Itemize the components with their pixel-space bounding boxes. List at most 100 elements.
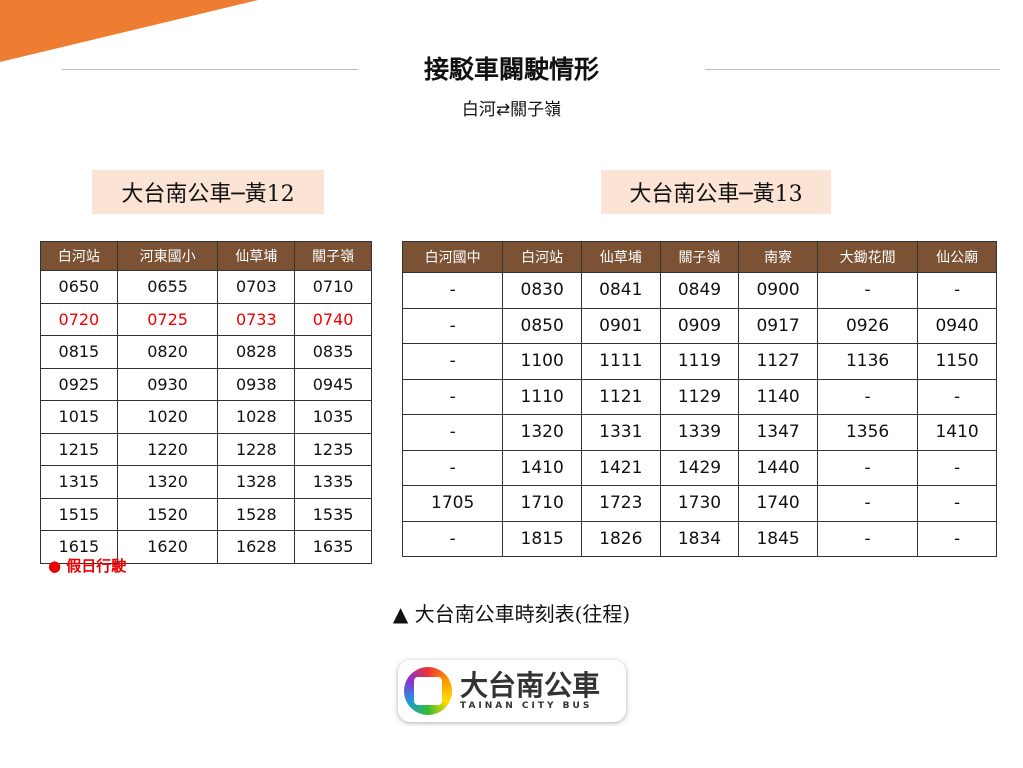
table-cell: 1440 xyxy=(738,449,818,486)
route13-label: 大台南公車─黃13 xyxy=(601,170,831,214)
corner-decoration xyxy=(0,0,258,62)
table-cell: 1235 xyxy=(294,432,372,466)
table-row: -1410 1421 1429 1440- - xyxy=(401,449,997,486)
table-cell: 0720 xyxy=(40,302,118,336)
table-cell: 1620 xyxy=(116,530,219,564)
bus-logo-icon xyxy=(404,667,452,715)
table-cell: - xyxy=(917,449,997,486)
table-cell: 1410 xyxy=(917,414,997,451)
table-cell: 1140 xyxy=(738,378,818,415)
table-cell: 1150 xyxy=(917,343,997,380)
table-cell: - xyxy=(401,520,504,557)
table-cell: 1740 xyxy=(738,485,818,522)
table-row: 0925 0930 0938 0945 xyxy=(40,367,372,401)
column-header: 白河站 xyxy=(40,241,118,271)
table-cell: - xyxy=(401,378,504,415)
table-cell: - xyxy=(401,343,504,380)
column-header: 關子嶺 xyxy=(294,241,372,271)
table-cell: 0815 xyxy=(40,335,118,369)
column-header: 白河國中 xyxy=(401,241,504,273)
table-cell: 0900 xyxy=(738,272,818,309)
column-header: 仙公廟 xyxy=(917,241,997,273)
table-cell: 1635 xyxy=(294,530,372,564)
column-header: 河東國小 xyxy=(116,241,219,271)
table-cell: - xyxy=(401,272,504,309)
table-row: 1705 1710 1723 1730 1740- - xyxy=(401,485,997,522)
table-cell: 1228 xyxy=(217,432,296,466)
table-row: 1315 1320 1328 1335 xyxy=(40,465,372,499)
table-cell: 1710 xyxy=(502,485,582,522)
table-cell: 1129 xyxy=(659,378,740,415)
table-cell: - xyxy=(816,485,919,522)
table-row: 0650 0655 0703 0710 xyxy=(40,270,372,304)
table-cell: 1834 xyxy=(659,520,740,557)
column-header: 仙草埔 xyxy=(217,241,296,271)
table-cell: 1315 xyxy=(40,465,118,499)
column-header: 白河站 xyxy=(502,241,582,273)
table-row: 0720 0725 0733 0740 xyxy=(40,302,372,336)
table-cell: 0830 xyxy=(502,272,582,309)
route12-timetable: 白河站 河東國小 仙草埔 關子嶺 0650 0655 0703 0710 0720 0725 073… xyxy=(40,241,372,564)
table-cell: 1520 xyxy=(116,497,219,531)
table-cell: 1028 xyxy=(217,400,296,434)
column-header: 大鋤花間 xyxy=(816,241,919,273)
table-cell: - xyxy=(401,414,504,451)
table-cell: 0835 xyxy=(294,335,372,369)
header-row: 白河國中 白河站 仙草埔 關子嶺 南寮 大鋤花間 仙公廟 xyxy=(401,241,997,273)
table-cell: - xyxy=(401,307,504,344)
logo-sub-text: TAINAN CITY BUS xyxy=(460,701,593,711)
table-cell: 0710 xyxy=(294,270,372,304)
route12-label: 大台南公車─黃12 xyxy=(92,170,324,214)
table-cell: 0940 xyxy=(917,307,997,344)
column-header: 仙草埔 xyxy=(580,241,661,273)
table-cell: 1100 xyxy=(502,343,582,380)
table-cell: 0917 xyxy=(738,307,818,344)
table-cell: 1127 xyxy=(738,343,818,380)
tainan-city-bus-logo: 大台南公車 TAINAN CITY BUS xyxy=(398,660,626,722)
table-row: -1100 1111 1119 1127 1136 1150 xyxy=(401,343,997,380)
table-cell: 1320 xyxy=(116,465,219,499)
table-cell: 0655 xyxy=(116,270,219,304)
table-cell: 1121 xyxy=(580,378,661,415)
table-cell: 1331 xyxy=(580,414,661,451)
table-cell: 1215 xyxy=(40,432,118,466)
table-cell: 1339 xyxy=(659,414,740,451)
column-header: 南寮 xyxy=(738,241,818,273)
table-cell: 0938 xyxy=(217,367,296,401)
table-cell: 1410 xyxy=(502,449,582,486)
table-cell: - xyxy=(816,272,919,309)
table-cell: 0945 xyxy=(294,367,372,401)
table-cell: - xyxy=(917,378,997,415)
table-row: 1515 1520 1528 1535 xyxy=(40,497,372,531)
table-cell: 0925 xyxy=(40,367,118,401)
table-cell: 1111 xyxy=(580,343,661,380)
page-subtitle: 白河⇄關子嶺 xyxy=(461,100,562,120)
divider-right xyxy=(705,69,1000,70)
table-cell: - xyxy=(816,378,919,415)
table-cell: 1015 xyxy=(40,400,118,434)
table-cell: 0740 xyxy=(294,302,372,336)
table-cell: 1429 xyxy=(659,449,740,486)
table-row: -1815 1826 1834 1845- - xyxy=(401,520,997,557)
table-cell: 1815 xyxy=(502,520,582,557)
table-cell: 1335 xyxy=(294,465,372,499)
table-cell: 1110 xyxy=(502,378,582,415)
table-cell: 1328 xyxy=(217,465,296,499)
table-cell: 0850 xyxy=(502,307,582,344)
table-cell: 1615 xyxy=(40,530,118,564)
table-cell: - xyxy=(816,449,919,486)
table-cell: - xyxy=(917,485,997,522)
table-cell: 1421 xyxy=(580,449,661,486)
header-row: 白河站 河東國小 仙草埔 關子嶺 xyxy=(40,241,372,271)
table-cell: 1035 xyxy=(294,400,372,434)
table-cell: 1628 xyxy=(217,530,296,564)
table-row: -1320 1331 1339 1347 1356 1410 xyxy=(401,414,997,451)
table-row: 1215 1220 1228 1235 xyxy=(40,432,372,466)
table-cell: 0703 xyxy=(217,270,296,304)
table-cell: 1136 xyxy=(816,343,919,380)
table-cell: 1723 xyxy=(580,485,661,522)
logo-main-text: 大台南公車 xyxy=(460,669,601,702)
table-cell: 0909 xyxy=(659,307,740,344)
route13-timetable: 白河國中 白河站 仙草埔 關子嶺 南寮 大鋤花間 仙公廟 -0830 0841 0849 0900-… xyxy=(401,241,997,557)
table-cell: 0930 xyxy=(116,367,219,401)
